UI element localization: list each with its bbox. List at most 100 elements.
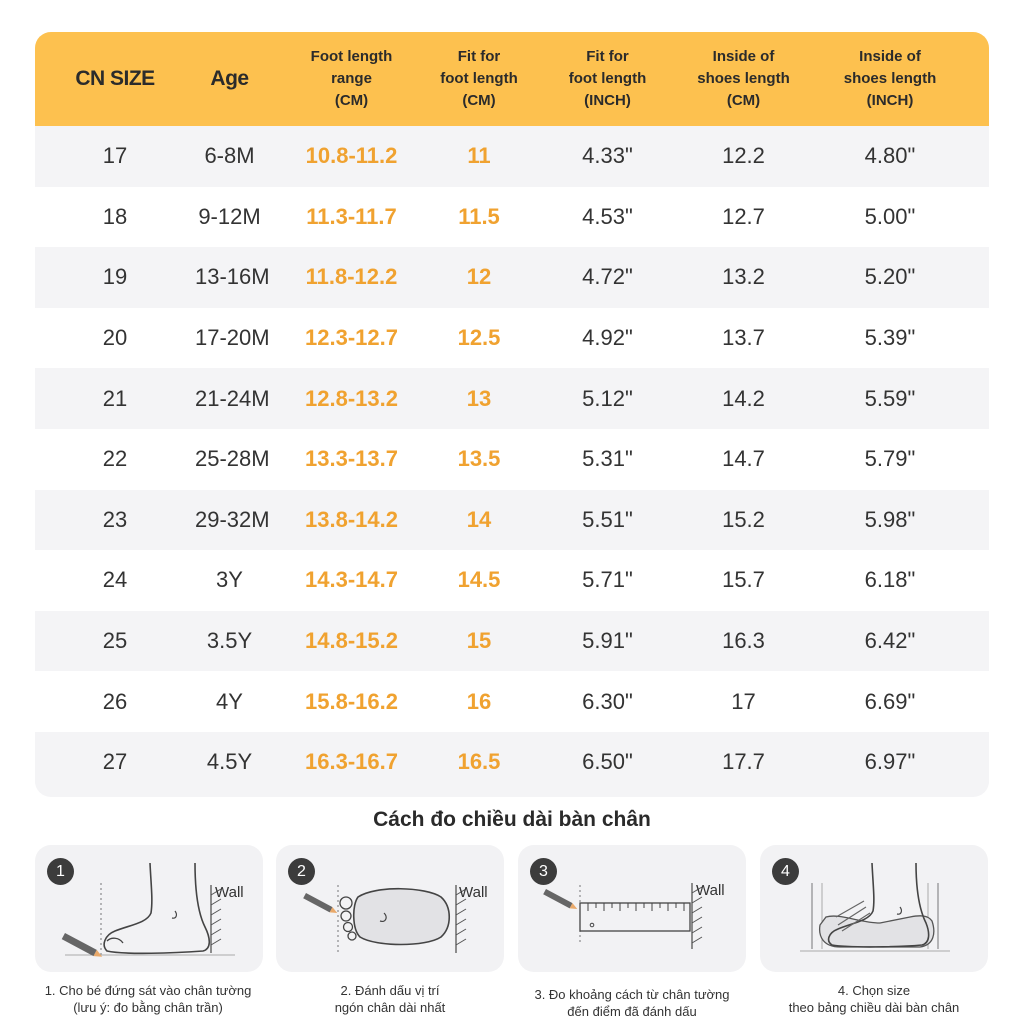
cell-fit-foot-length-inch: 4.33" [582, 143, 633, 169]
wall-label: Wall [696, 882, 725, 899]
step-number-badge: 3 [530, 858, 557, 885]
cell-inside-shoe-length-cm: 17.7 [722, 749, 765, 775]
header-line: (CM) [334, 92, 369, 109]
cell-inside-shoe-length-inch: 6.18" [864, 567, 916, 593]
step-number-badge: 1 [47, 858, 74, 885]
step-caption-2: 2. Đánh dấu vị trí ngón chân dài nhất [260, 982, 520, 1016]
table-row: 23 29-32M 13.8-14.2 14 5.51" 15.2 5.98" [35, 489, 989, 551]
cell-cn-size: 17 [102, 143, 128, 169]
cell-foot-length-range-cm: 14.8-15.2 [305, 628, 398, 654]
caption-line: (lưu ý: đo bằng chân trần) [73, 1000, 223, 1015]
header-line: foot length [440, 70, 518, 87]
cell-fit-foot-length-inch: 5.91" [582, 628, 633, 654]
header-line: Age [210, 67, 249, 90]
cell-foot-length-range-cm: 15.8-16.2 [305, 688, 398, 714]
cell-age: 29-32M [195, 506, 270, 532]
table-body: 17 6-8M 10.8-11.2 11 4.33" 12.2 4.80" 18 9-12M 11… [35, 126, 989, 793]
cell-cn-size: 22 [102, 446, 128, 472]
cell-age: 4Y [216, 688, 243, 714]
header-line: Fit for [586, 48, 629, 65]
cell-inside-shoe-length-cm: 16.3 [722, 628, 765, 654]
header-line: range [331, 70, 372, 87]
foot-top-mark-toe-icon: Wall [303, 884, 488, 955]
cell-foot-length-range-cm: 16.3-16.7 [305, 749, 398, 775]
cell-fit-foot-length-inch: 5.31" [582, 446, 633, 472]
foot-in-shoe-icon [800, 862, 950, 952]
cell-inside-shoe-length-cm: 12.2 [722, 143, 765, 169]
cell-inside-shoe-length-cm: 13.2 [722, 264, 765, 290]
cell-fit-foot-length-inch: 5.71" [582, 567, 633, 593]
cell-inside-shoe-length-cm: 14.2 [722, 385, 765, 411]
header-line: (CM) [726, 92, 761, 109]
cell-fit-foot-length-inch: 6.30" [582, 688, 633, 714]
cell-fit-foot-length-cm: 12.5 [457, 325, 501, 351]
header-line: CN SIZE [75, 67, 155, 90]
foot-side-against-wall-icon: Wall [61, 862, 244, 957]
table-header-row: CN SIZE Age Foot length range (CM) Fit for foo… [35, 32, 989, 126]
cell-inside-shoe-length-cm: 13.7 [722, 325, 765, 351]
table-row: 24 3Y 14.3-14.7 14.5 5.71" 15.7 6.18" [35, 550, 989, 611]
cell-fit-foot-length-inch: 4.92" [582, 325, 633, 351]
header-line: Foot length [310, 48, 393, 65]
caption-line: đến điểm đã đánh dấu [567, 1004, 697, 1019]
caption-line: ngón chân dài nhất [334, 1000, 446, 1015]
cell-cn-size: 20 [102, 325, 128, 351]
cell-age: 3.5Y [206, 628, 253, 654]
table-row: 25 3.5Y 14.8-15.2 15 5.91" 16.3 6.42" [35, 610, 989, 672]
cell-fit-foot-length-inch: 5.12" [582, 385, 633, 411]
header-inside-shoe-length-cm: Inside of shoes length (CM) [696, 46, 791, 112]
cell-fit-foot-length-cm: 12 [466, 264, 492, 290]
cell-age: 21-24M [195, 385, 270, 411]
table-row: 27 4.5Y 16.3-16.7 16.5 6.50" 17.7 6.97" [35, 731, 989, 793]
cell-fit-foot-length-cm: 15 [466, 628, 492, 654]
step-card-4: 4 [760, 845, 988, 972]
table-row: 18 9-12M 11.3-11.7 11.5 4.53" 12.7 5.00" [35, 186, 989, 248]
cell-inside-shoe-length-cm: 17 [731, 688, 756, 714]
ruler-measure-icon: Wall [543, 882, 725, 949]
wall-label: Wall [215, 884, 244, 901]
cell-inside-shoe-length-cm: 15.2 [722, 506, 765, 532]
caption-line: 3. Đo khoảng cách từ chân tường [534, 987, 730, 1002]
cell-fit-foot-length-inch: 6.50" [582, 749, 633, 775]
cell-foot-length-range-cm: 12.8-13.2 [305, 385, 398, 411]
cell-foot-length-range-cm: 12.3-12.7 [305, 325, 398, 351]
cell-fit-foot-length-cm: 13.5 [457, 446, 501, 472]
howto-title: Cách đo chiều dài bàn chân [373, 808, 651, 831]
cell-inside-shoe-length-inch: 4.80" [864, 143, 916, 169]
step-card-3: Wall 3 [518, 845, 746, 972]
cell-fit-foot-length-cm: 13 [466, 385, 492, 411]
cell-foot-length-range-cm: 13.3-13.7 [305, 446, 398, 472]
cell-inside-shoe-length-inch: 5.39" [864, 325, 916, 351]
cell-fit-foot-length-inch: 4.53" [582, 203, 633, 229]
cell-age: 9-12M [198, 203, 261, 229]
header-line: (INCH) [584, 92, 631, 109]
header-line: Fit for [457, 48, 501, 65]
cell-inside-shoe-length-inch: 5.20" [864, 264, 916, 290]
cell-fit-foot-length-cm: 14 [466, 506, 492, 532]
cell-foot-length-range-cm: 11.8-12.2 [305, 264, 398, 290]
cell-inside-shoe-length-inch: 5.59" [864, 385, 916, 411]
cell-inside-shoe-length-inch: 5.79" [864, 446, 916, 472]
caption-line: 1. Cho bé đứng sát vào chân tường [44, 983, 252, 998]
cell-inside-shoe-length-cm: 15.7 [722, 567, 765, 593]
cell-fit-foot-length-cm: 16 [466, 688, 492, 714]
header-age: Age [195, 68, 264, 90]
cell-fit-foot-length-cm: 16.5 [457, 749, 501, 775]
wall-label: Wall [459, 884, 488, 901]
size-chart-table: CN SIZE Age Foot length range (CM) Fit for foo… [35, 32, 989, 797]
header-cn-size: CN SIZE [35, 68, 195, 90]
cell-cn-size: 19 [102, 264, 128, 290]
header-line: Inside of [712, 48, 775, 65]
header-fit-foot-length-cm: Fit for foot length (CM) [439, 46, 519, 112]
cell-age: 17-20M [195, 325, 270, 351]
cell-foot-length-range-cm: 13.8-14.2 [305, 506, 398, 532]
header-line: Inside of [859, 48, 921, 65]
cell-cn-size: 26 [102, 688, 128, 714]
cell-age: 25-28M [195, 446, 270, 472]
header-foot-length-range-cm: Foot length range (CM) [264, 46, 439, 112]
cell-fit-foot-length-cm: 14.5 [457, 567, 501, 593]
cell-inside-shoe-length-inch: 6.97" [864, 749, 916, 775]
header-line: foot length [568, 70, 647, 87]
table-row: 26 4Y 15.8-16.2 16 6.30" 17 6.69" [35, 671, 989, 732]
cell-fit-foot-length-cm: 11 [467, 143, 491, 169]
